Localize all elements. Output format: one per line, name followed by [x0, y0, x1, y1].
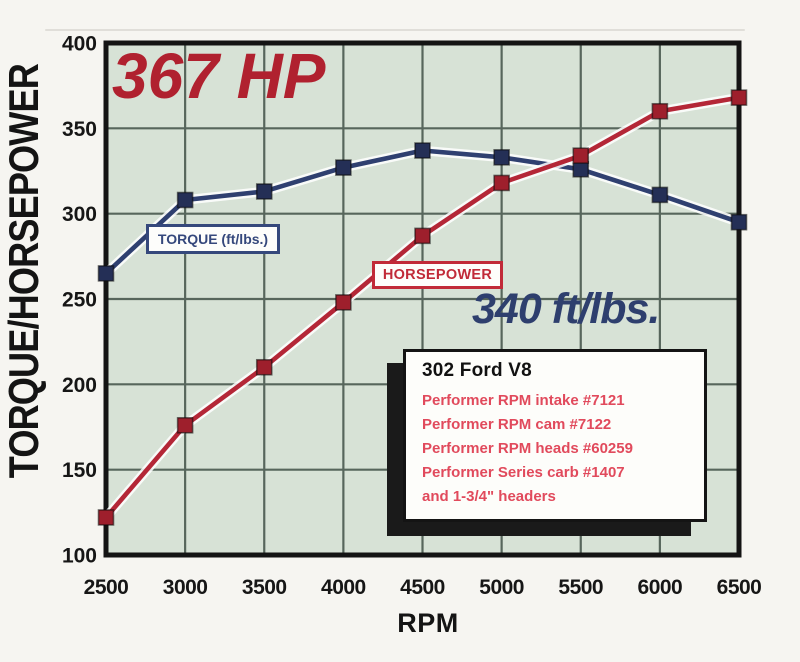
- torque-data-point: [572, 160, 590, 178]
- horsepower-data-point: [651, 102, 669, 120]
- y-tick-label: 100: [62, 545, 97, 568]
- engine-part-line: Performer RPM cam #7122: [422, 416, 612, 433]
- y-tick-label: 150: [62, 459, 97, 482]
- engine-name: 302 Ford V8: [422, 360, 532, 381]
- horsepower-data-point: [176, 416, 194, 434]
- x-tick-label: 5000: [479, 576, 524, 599]
- horsepower-legend-label: HORSEPOWER: [372, 261, 503, 289]
- engine-parts-list: Performer RPM intake #7121 Performer RPM …: [422, 389, 688, 509]
- plot-border: [103, 40, 742, 558]
- torque-legend-label: TORQUE (ft/lbs.): [146, 224, 280, 254]
- peak-torque-annotation: 340 ft/lbs.: [472, 285, 660, 333]
- horsepower-data-point: [730, 89, 748, 106]
- torque-data-point: [651, 186, 669, 204]
- horsepower-data-point: [97, 509, 115, 526]
- x-tick-label: 5500: [558, 576, 603, 599]
- x-tick-label: 4000: [321, 576, 366, 599]
- torque-data-point: [730, 213, 748, 231]
- horsepower-data-point: [493, 174, 510, 192]
- engine-part-line: Performer RPM heads #60259: [422, 440, 633, 457]
- engine-spec-box: 302 Ford V8 Performer RPM intake #7121 Pe…: [403, 349, 707, 522]
- torque-data-point: [255, 183, 273, 200]
- horsepower-data-point: [335, 294, 352, 311]
- x-tick-label: 6000: [638, 576, 683, 599]
- horsepower-data-point: [414, 227, 431, 245]
- x-tick-label: 3500: [242, 576, 287, 599]
- torque-data-point: [335, 159, 352, 176]
- torque-data-point: [176, 191, 194, 209]
- x-axis-title: RPM: [397, 608, 459, 638]
- x-tick-label: 6500: [717, 576, 762, 599]
- engine-part-line: and 1-3/4" headers: [422, 488, 556, 505]
- torque-data-point: [414, 142, 431, 159]
- x-tick-label: 2500: [84, 576, 129, 599]
- y-tick-label: 250: [62, 289, 97, 312]
- torque-data-point: [97, 265, 115, 282]
- engine-part-line: Performer Series carb #1407: [422, 464, 625, 481]
- y-tick-label: 400: [62, 33, 97, 56]
- engine-part-line: Performer RPM intake #7121: [422, 392, 625, 409]
- y-tick-label: 200: [62, 374, 97, 397]
- y-tick-label: 300: [62, 203, 97, 226]
- page-top-rule: [45, 29, 745, 31]
- x-tick-label: 4500: [400, 576, 445, 599]
- peak-horsepower-annotation: 367 HP: [112, 40, 326, 112]
- x-tick-label: 3000: [163, 576, 208, 599]
- y-tick-label: 350: [62, 118, 97, 141]
- horsepower-data-point: [255, 358, 273, 376]
- torque-data-point: [493, 149, 510, 166]
- horsepower-data-point: [572, 147, 590, 164]
